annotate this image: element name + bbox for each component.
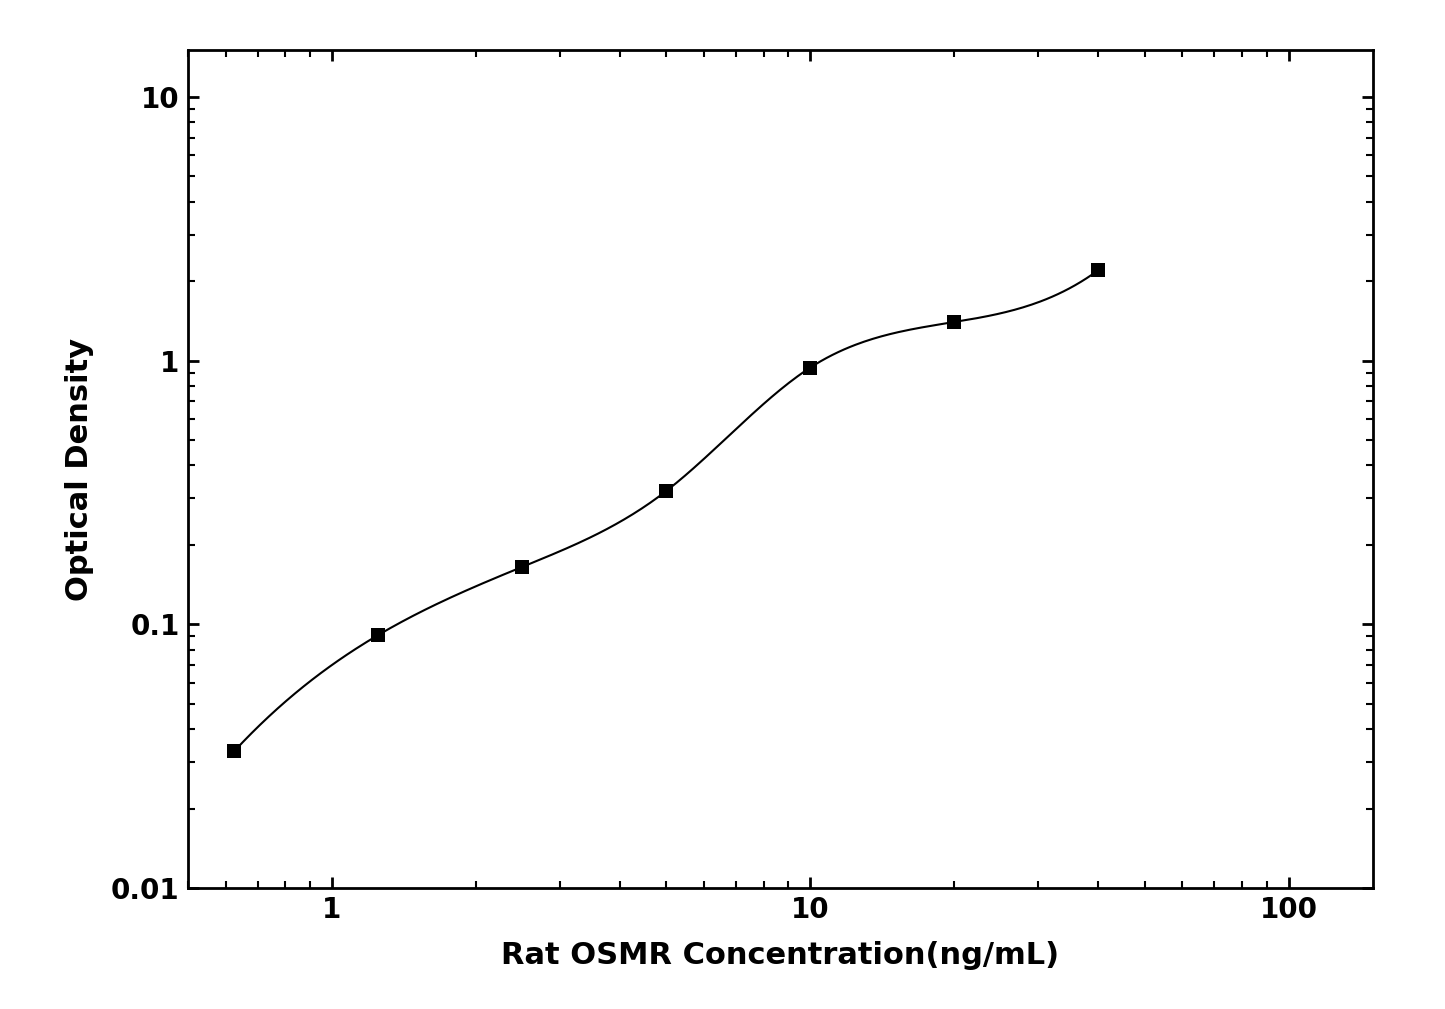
Point (223, 743, 246, 759)
Point (655, 483, 678, 499)
Point (510, 559, 533, 575)
Point (367, 627, 390, 643)
X-axis label: Rat OSMR Concentration(ng/mL): Rat OSMR Concentration(ng/mL) (501, 941, 1059, 970)
Point (1087, 262, 1110, 278)
Point (942, 314, 965, 330)
Point (799, 359, 822, 375)
Y-axis label: Optical Density: Optical Density (65, 338, 94, 600)
